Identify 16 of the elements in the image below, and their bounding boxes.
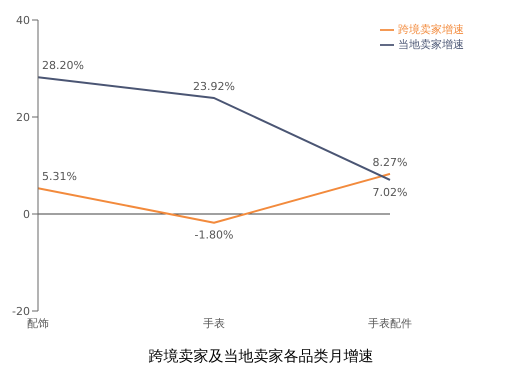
x-tick-label: 配饰 (27, 316, 49, 330)
data-label: 23.92% (193, 80, 235, 93)
x-tick-label: 手表 (203, 316, 225, 330)
x-tick-label: 手表配件 (368, 316, 412, 330)
y-tick-label: 0 (23, 208, 30, 221)
data-label: 8.27% (372, 156, 408, 169)
y-tick-label: 20 (16, 110, 30, 124)
text: 跨境卖家及当地卖家各品类月增速 (148, 347, 374, 366)
legend-label: 当地卖家增速 (398, 38, 464, 51)
y-tick-label: 40 (16, 14, 30, 27)
y-tick-label: -20 (12, 304, 30, 318)
legend-label: 跨境卖家增速 (398, 23, 464, 36)
data-label: -1.80% (194, 228, 234, 242)
data-label: 7.02% (372, 186, 408, 199)
data-label: 5.31% (42, 170, 77, 184)
data-label: 28.20% (42, 59, 84, 72)
